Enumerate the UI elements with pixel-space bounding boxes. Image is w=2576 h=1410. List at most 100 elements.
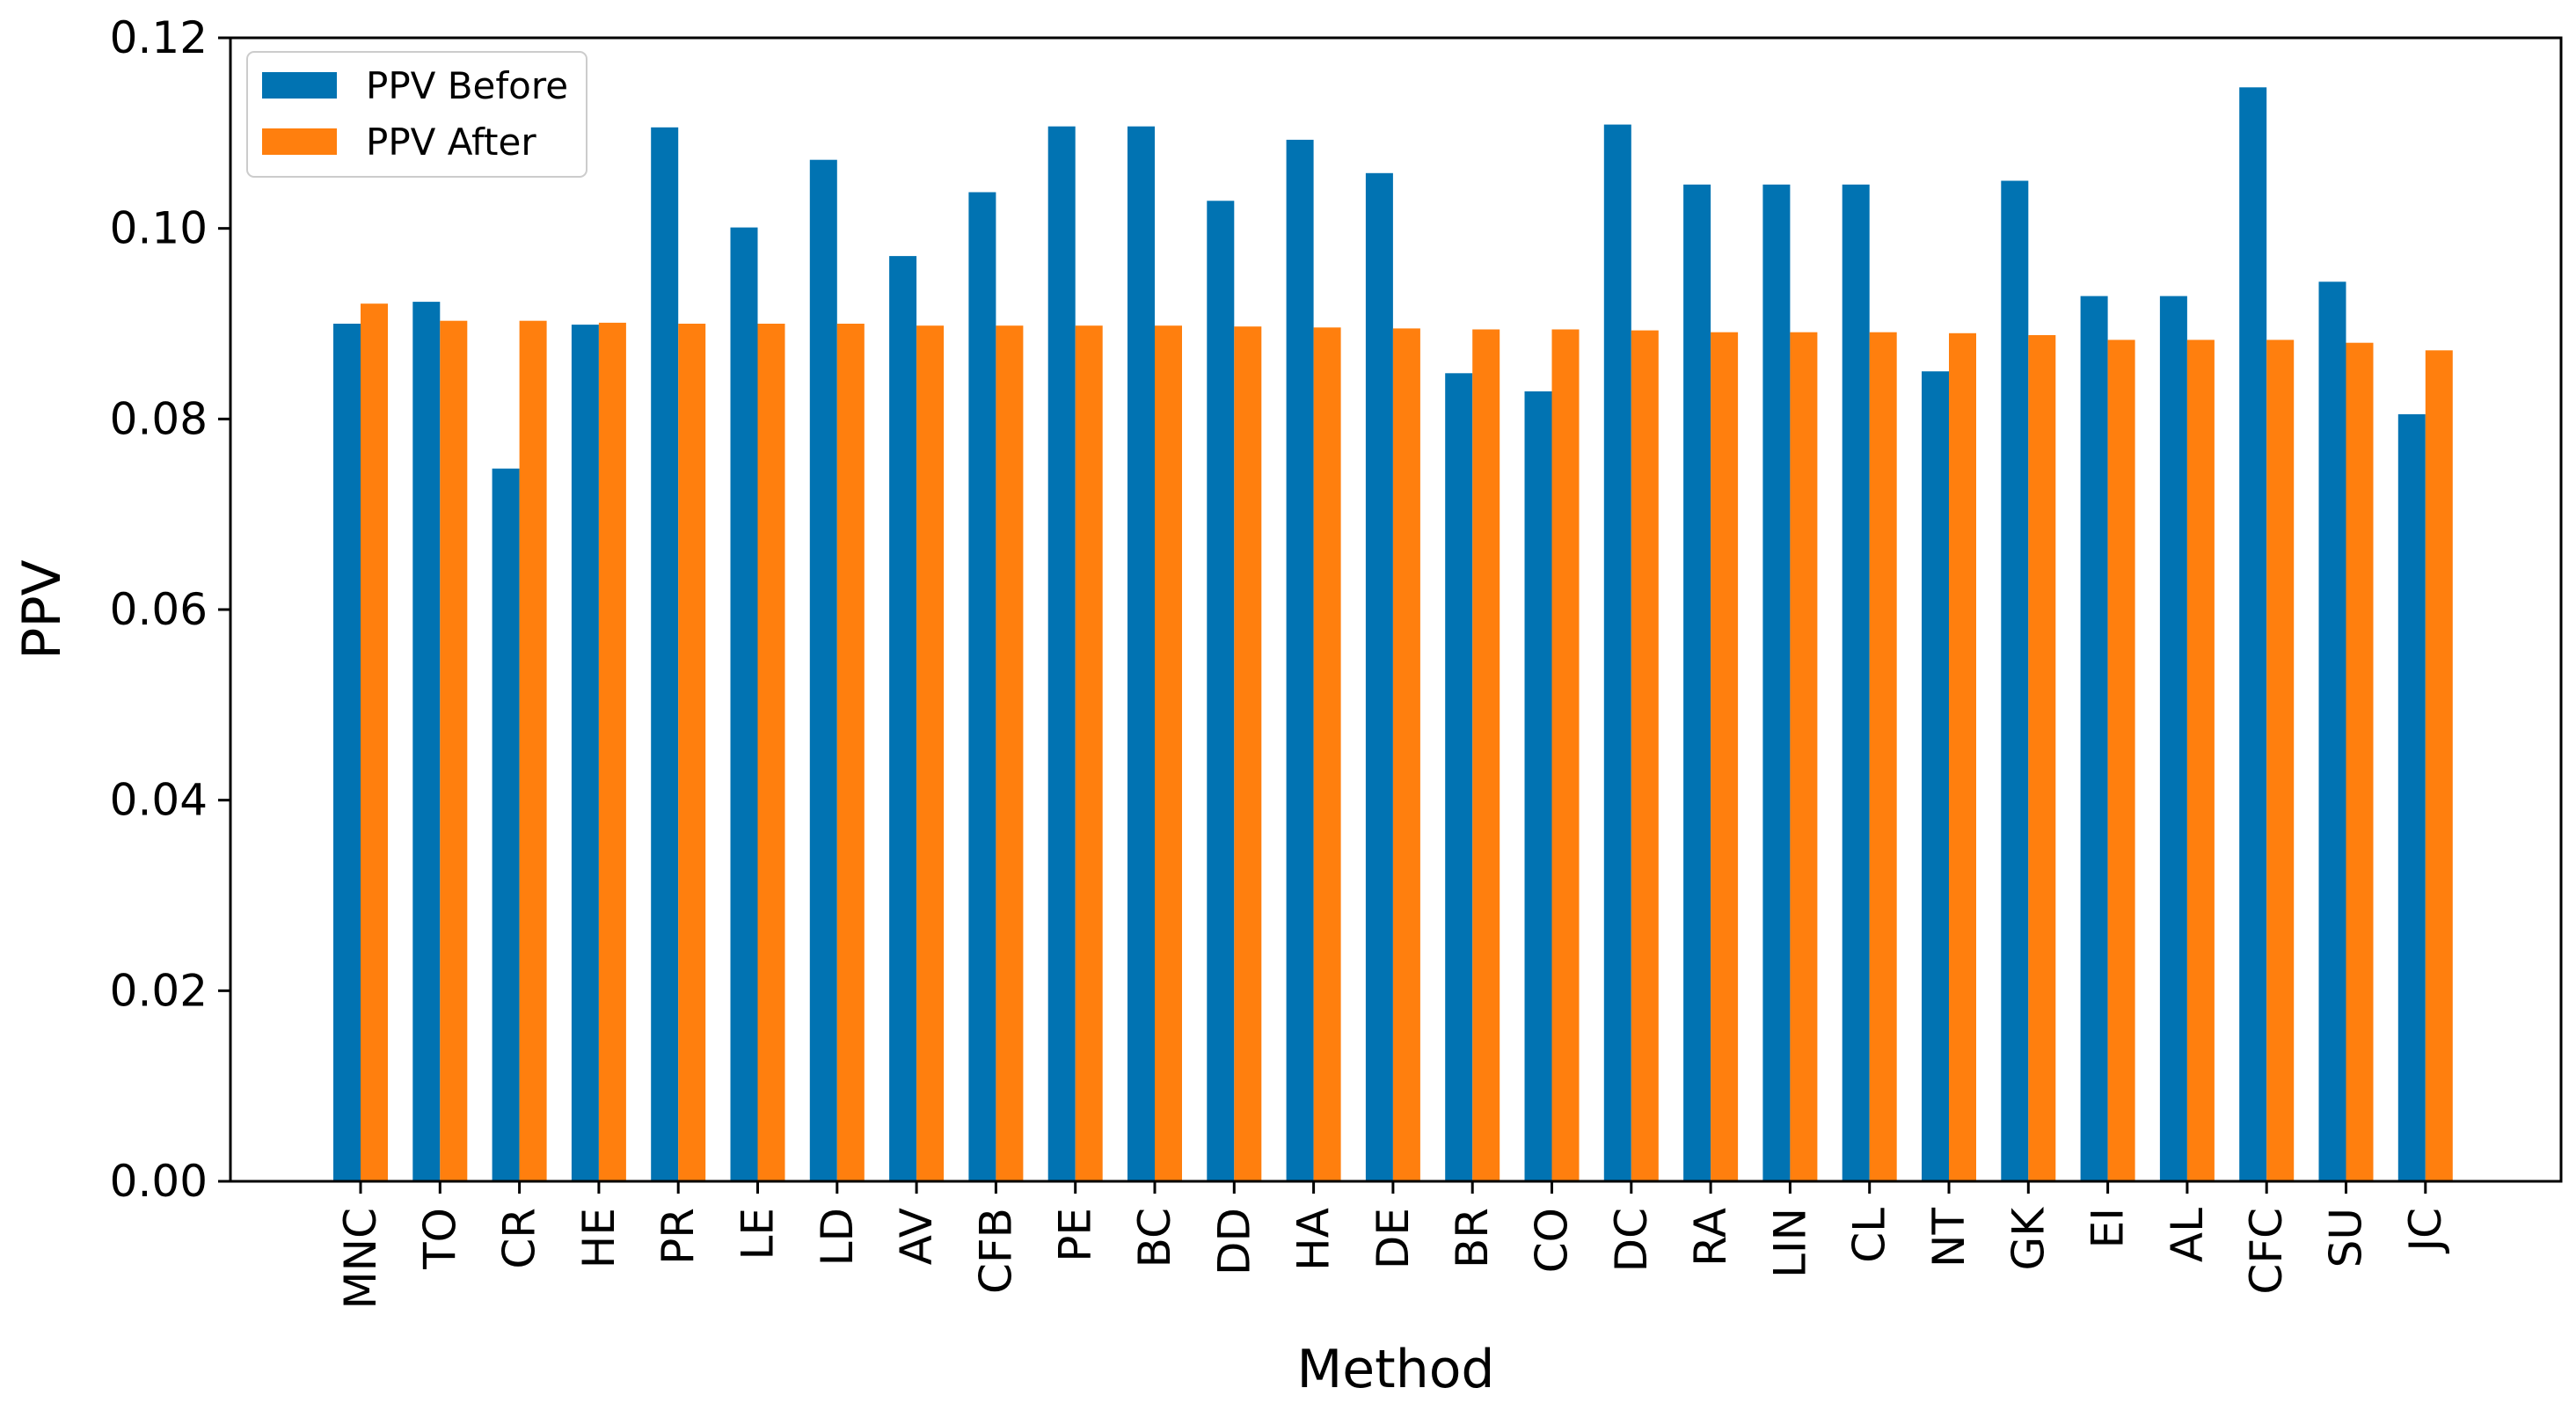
bar-before-he <box>571 325 599 1182</box>
bar-before-cfc <box>2239 87 2267 1181</box>
x-tick-label-cr: CR <box>494 1208 545 1269</box>
x-tick-label-lin: LIN <box>1764 1208 1815 1278</box>
x-tick-label-su: SU <box>2321 1208 2372 1268</box>
bar-after-cfb <box>996 325 1024 1181</box>
bar-before-dc <box>1603 124 1631 1182</box>
bar-before-mnc <box>333 324 361 1181</box>
y-axis-ticks: 0.00 0.02 0.04 0.06 0.08 0.10 0.12 <box>110 12 230 1207</box>
x-tick-label-co: CO <box>1527 1208 1578 1273</box>
bar-before-to <box>412 302 441 1182</box>
x-tick-label-gk: GK <box>2003 1207 2054 1271</box>
legend: PPV Before PPV After <box>246 51 587 178</box>
x-tick-label-al: AL <box>2162 1208 2213 1262</box>
bar-after-pr <box>678 324 706 1181</box>
x-tick-label-dd: DD <box>1208 1208 1259 1275</box>
y-tick-label: 0.10 <box>110 203 208 254</box>
bar-before-pr <box>651 127 679 1181</box>
bar-after-br <box>1472 329 1500 1181</box>
bars-layer <box>333 87 2453 1182</box>
y-tick-label: 0.02 <box>110 965 208 1016</box>
bar-after-co <box>1551 329 1580 1181</box>
bar-after-jc <box>2425 350 2453 1181</box>
bar-after-cl <box>1869 332 1897 1181</box>
bar-after-lin <box>1790 332 1818 1181</box>
bar-after-dc <box>1631 330 1659 1182</box>
x-tick-label-cfc: CFC <box>2241 1208 2292 1295</box>
bar-before-ha <box>1286 139 1314 1181</box>
bar-after-al <box>2186 340 2215 1181</box>
y-tick-label: 0.06 <box>110 584 208 635</box>
x-axis-ticks: MNC TO CR HE PR LE LD AV CFB PE BC DD HA DE BR CO DC RA LI… <box>335 1181 2451 1309</box>
x-tick-label-pe: PE <box>1050 1208 1101 1262</box>
bar-before-al <box>2159 296 2187 1182</box>
bar-before-nt <box>1922 371 1949 1181</box>
x-tick-label-dc: DC <box>1606 1208 1657 1272</box>
x-tick-label-ei: EI <box>2083 1208 2134 1248</box>
bar-after-le <box>757 324 785 1181</box>
bar-after-cr <box>519 320 547 1181</box>
x-tick-label-ld: LD <box>812 1208 863 1266</box>
x-tick-label-ha: HA <box>1288 1208 1339 1271</box>
bar-before-lin <box>1762 184 1791 1181</box>
bar-before-cfb <box>968 192 996 1181</box>
bar-after-de <box>1392 328 1420 1181</box>
plot-frame <box>229 36 2563 1183</box>
bar-after-nt <box>1949 332 1976 1181</box>
bar-after-ei <box>2107 340 2135 1181</box>
bar-after-dd <box>1234 326 1262 1181</box>
y-axis-label: PPV <box>11 559 73 659</box>
x-tick-label-av: AV <box>891 1208 942 1265</box>
bar-before-pe <box>1047 126 1076 1182</box>
x-tick-label-pr: PR <box>653 1208 704 1265</box>
x-tick-label-he: HE <box>573 1208 624 1268</box>
legend-label-ppv-before: PPV Before <box>366 64 568 107</box>
x-tick-label-de: DE <box>1368 1208 1419 1269</box>
y-tick-label: 0.12 <box>110 12 208 63</box>
x-tick-label-mnc: MNC <box>335 1208 386 1309</box>
bar-before-cr <box>492 468 520 1181</box>
x-tick-label-cfb: CFB <box>970 1208 1021 1294</box>
y-tick-label: 0.00 <box>110 1156 208 1207</box>
bar-before-cl <box>1842 184 1870 1181</box>
x-tick-label-cl: CL <box>1844 1208 1895 1263</box>
x-tick-label-nt: NT <box>1923 1208 1974 1268</box>
y-tick-label: 0.04 <box>110 775 208 826</box>
bar-before-bc <box>1127 126 1155 1182</box>
bar-after-pe <box>1075 325 1103 1181</box>
legend-swatch-ppv-before <box>262 72 337 99</box>
bar-before-dd <box>1207 201 1235 1182</box>
x-tick-label-bc: BC <box>1129 1208 1180 1268</box>
bar-after-ra <box>1711 332 1739 1181</box>
y-tick-label: 0.08 <box>110 393 208 444</box>
x-tick-label-to: TO <box>414 1208 465 1270</box>
x-tick-label-ra: RA <box>1685 1208 1736 1267</box>
bar-before-ra <box>1683 184 1711 1181</box>
bar-after-mnc <box>361 303 388 1181</box>
bar-before-ei <box>2080 296 2108 1182</box>
legend-swatch-ppv-after <box>262 128 337 155</box>
bar-after-bc <box>1155 325 1182 1181</box>
bar-after-ld <box>836 324 865 1181</box>
bar-before-br <box>1445 373 1473 1181</box>
bar-before-ld <box>809 159 837 1182</box>
legend-label-ppv-after: PPV After <box>366 121 536 164</box>
bar-before-su <box>2318 281 2346 1181</box>
bar-before-av <box>889 256 917 1182</box>
bar-after-to <box>440 320 468 1181</box>
x-tick-label-le: LE <box>733 1208 784 1260</box>
bar-after-av <box>916 325 945 1181</box>
bar-before-le <box>730 227 758 1182</box>
bar-before-jc <box>2397 413 2426 1181</box>
x-tick-label-jc: JC <box>2400 1208 2451 1254</box>
bar-before-de <box>1365 172 1393 1181</box>
bar-before-gk <box>2001 180 2029 1181</box>
bar-after-su <box>2346 342 2374 1181</box>
bar-before-co <box>1524 391 1552 1181</box>
x-axis-label: Method <box>1296 1339 1494 1400</box>
bar-after-ha <box>1313 327 1341 1181</box>
bar-after-gk <box>2028 335 2056 1181</box>
bar-after-cfc <box>2266 340 2295 1181</box>
bar-after-he <box>598 322 626 1181</box>
x-tick-label-br: BR <box>1447 1208 1498 1268</box>
